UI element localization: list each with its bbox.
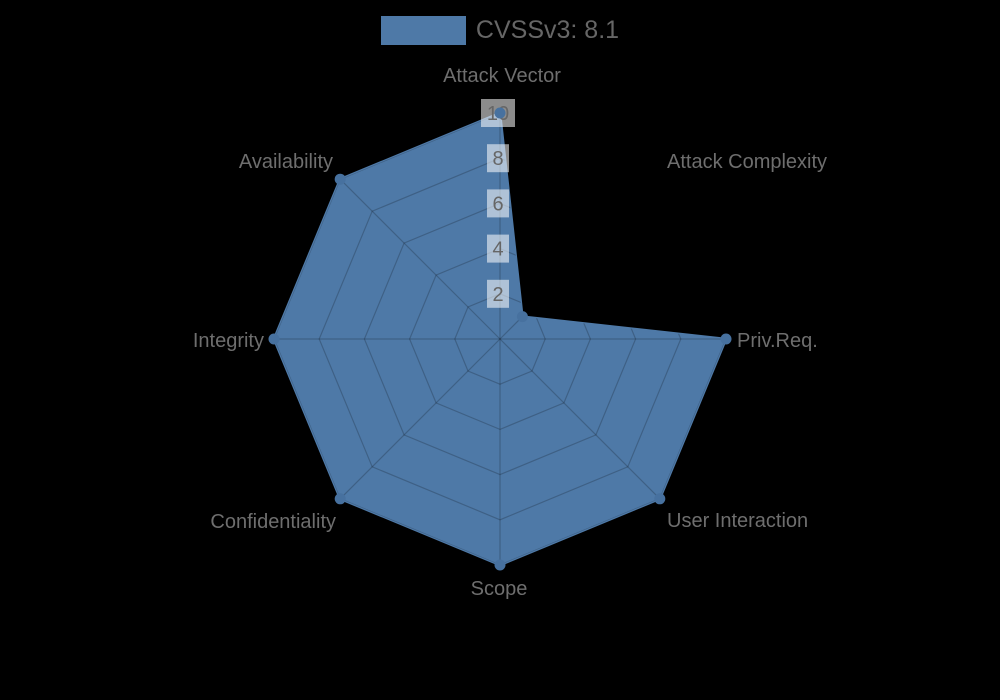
vertex-dot-1	[516, 311, 528, 323]
tick-box-4	[487, 234, 509, 263]
chart-legend[interactable]: CVSSv3: 8.1	[0, 16, 1000, 45]
axis-label-priv-req: Priv.Req.	[737, 330, 818, 352]
vertex-dot-6	[268, 333, 280, 345]
tick-box-6	[487, 189, 509, 218]
legend-label: CVSSv3: 8.1	[475, 16, 620, 44]
tick-box-2	[487, 279, 509, 308]
axis-label-confidentiality: Confidentiality	[210, 511, 336, 533]
tick-label-6: 6	[492, 193, 503, 215]
tick-label-8: 8	[492, 148, 503, 170]
vertex-dot-2	[720, 333, 732, 345]
grid-spoke-5	[339, 338, 501, 500]
axis-label-availability: Availability	[239, 151, 333, 173]
axis-label-attack-vector: Attack Vector	[443, 65, 561, 87]
vertex-dot-7	[334, 173, 346, 185]
tick-label-2: 2	[492, 284, 503, 306]
vertex-dot-0	[494, 107, 506, 119]
grid-spoke-3	[499, 338, 661, 500]
tick-box-8	[487, 144, 509, 173]
vertex-dot-4	[494, 559, 506, 571]
tick-label-4: 4	[492, 239, 503, 261]
axis-label-integrity: Integrity	[193, 330, 264, 352]
axis-label-user-interaction: User Interaction	[667, 510, 808, 532]
grid-spoke-7	[339, 178, 501, 340]
axis-label-attack-complexity: Attack Complexity	[667, 151, 827, 173]
vertex-dot-5	[334, 493, 346, 505]
legend-swatch	[380, 16, 466, 45]
axis-label-scope: Scope	[471, 578, 528, 600]
vertex-dot-3	[654, 493, 666, 505]
